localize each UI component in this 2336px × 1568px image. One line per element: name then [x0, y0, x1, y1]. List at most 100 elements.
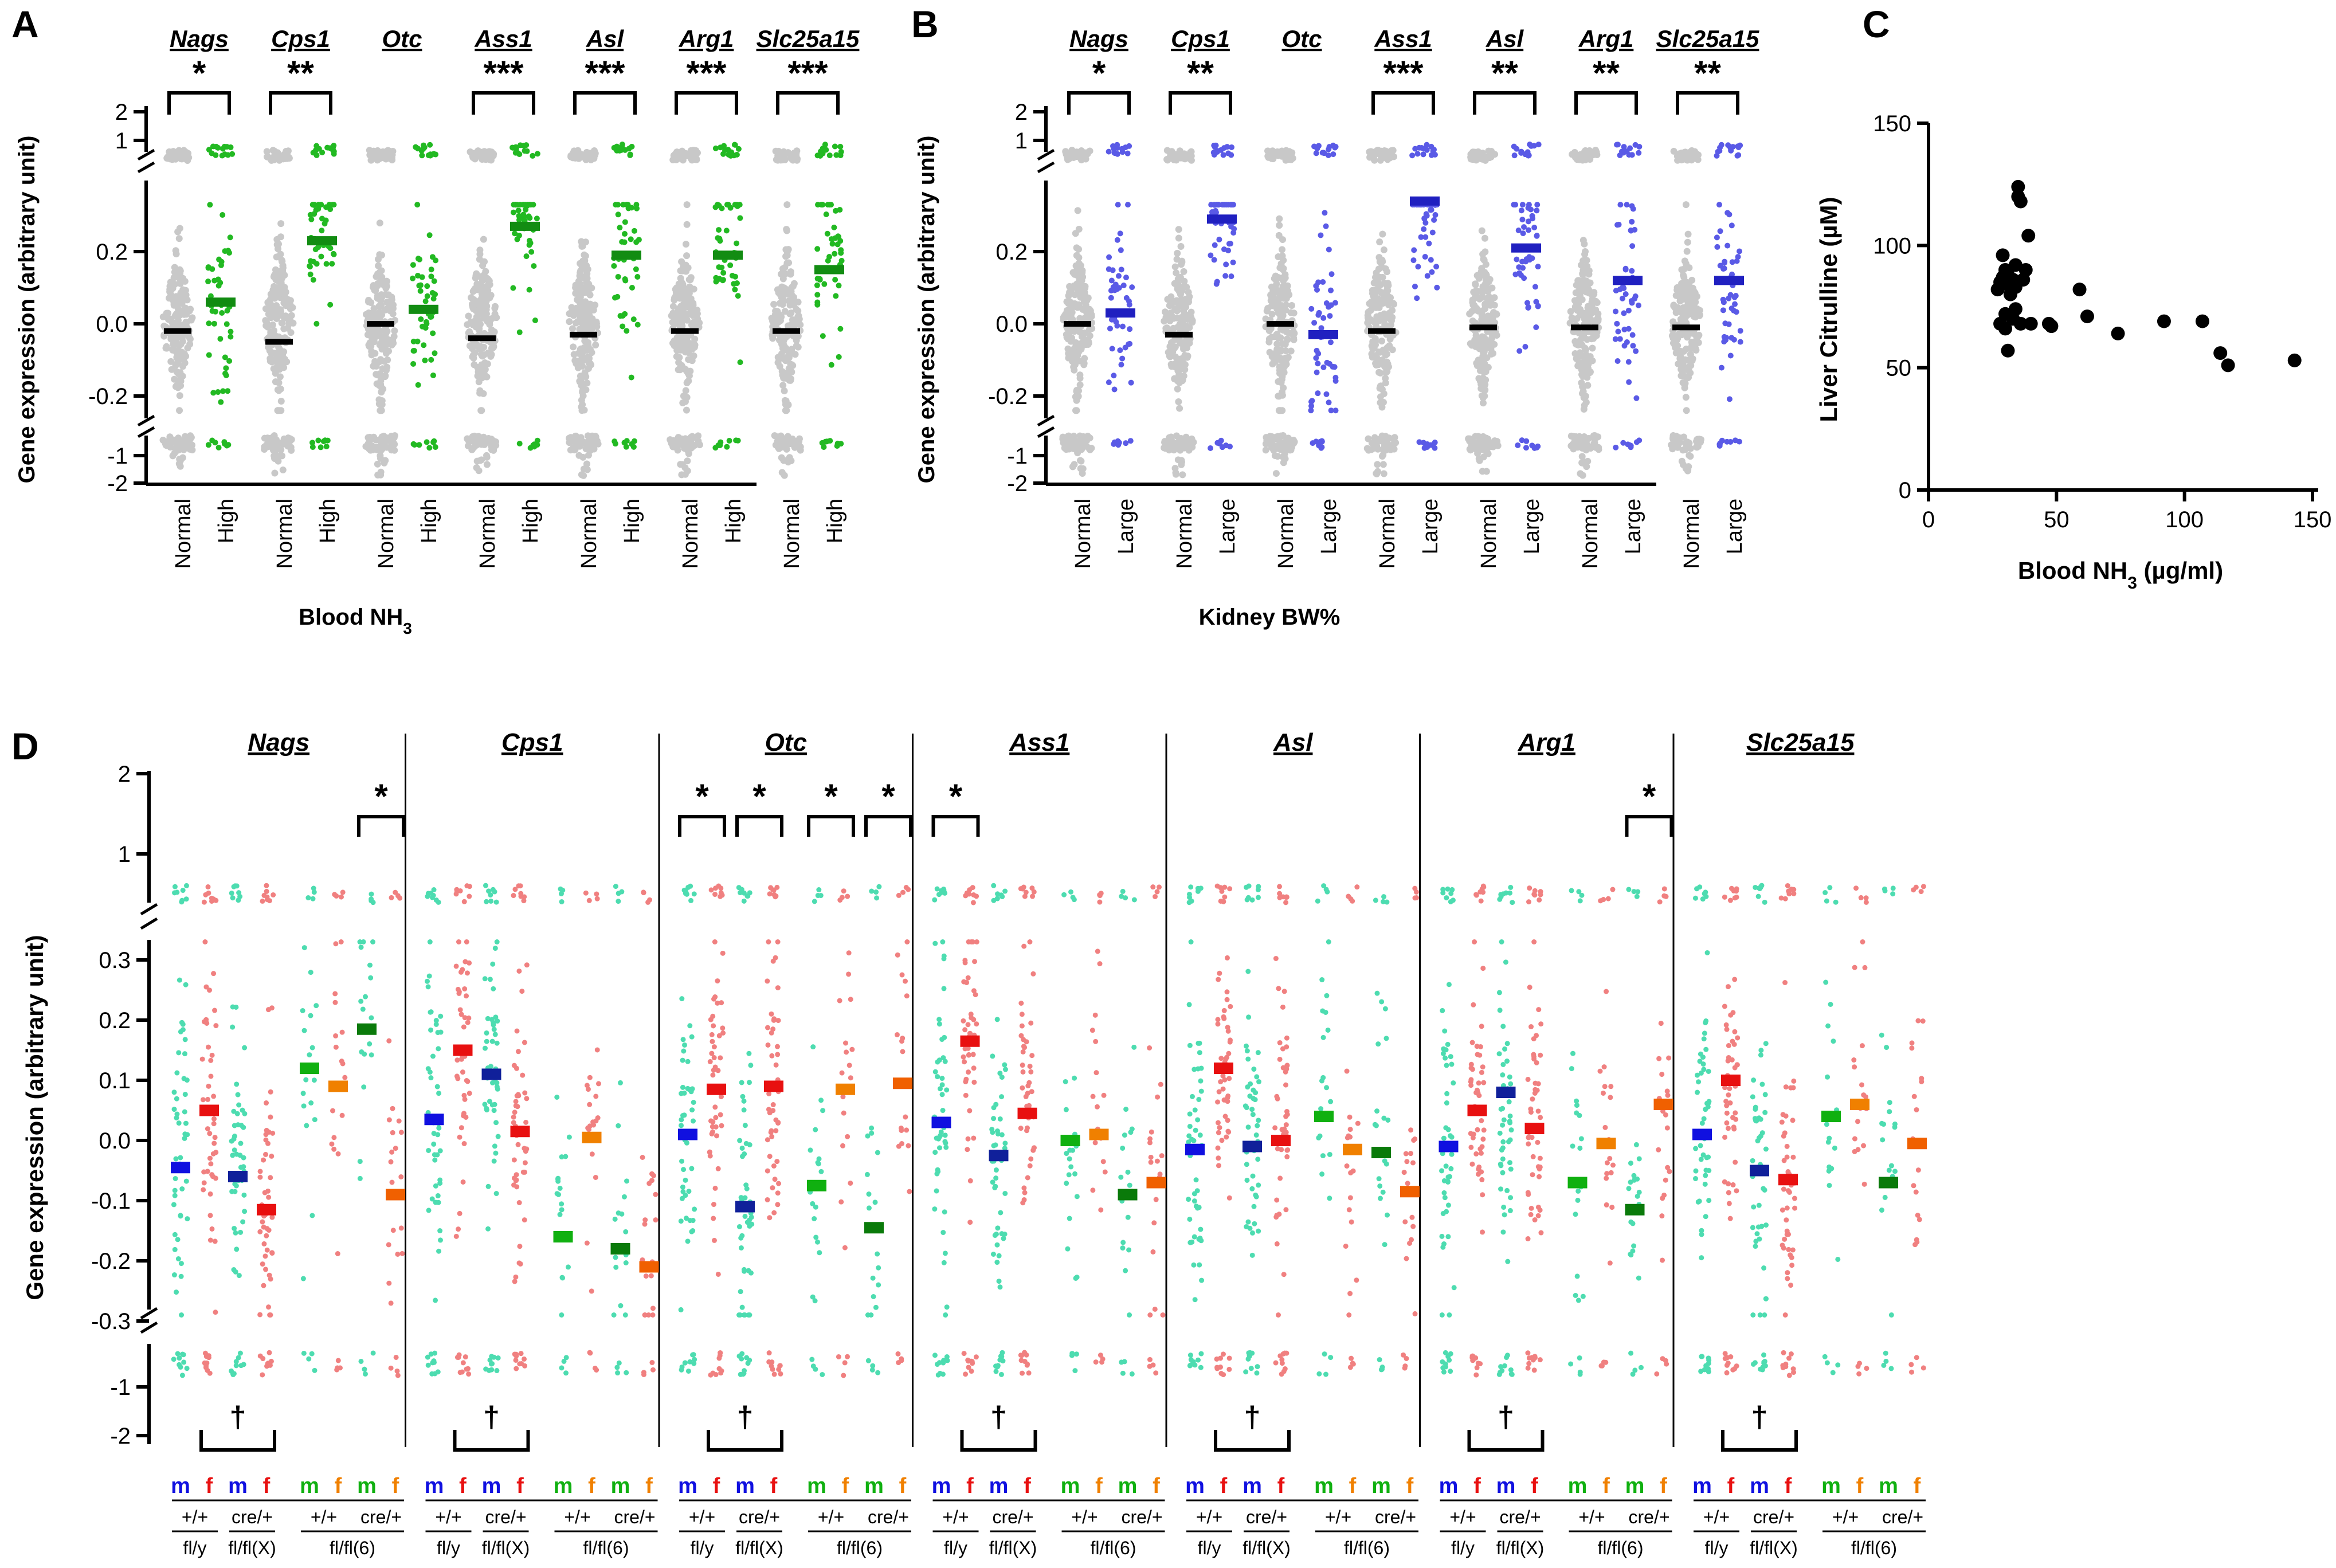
high-dot [837, 143, 844, 150]
normal-dot [1593, 433, 1601, 441]
normal-dot [371, 313, 378, 321]
normal-dot [1590, 441, 1597, 448]
normal-dot [1491, 294, 1498, 301]
high-dot [218, 262, 224, 268]
x-tick-label: Large [1114, 499, 1138, 554]
normal-dot [777, 271, 785, 278]
normal-dot [683, 406, 690, 414]
mean-bar-normal [265, 339, 293, 345]
normal-dot [1587, 358, 1594, 365]
gene-title-Ass1: Ass1 [474, 25, 532, 52]
high-dot [615, 273, 621, 280]
mean-bar-high [713, 250, 743, 260]
normal-dot [1061, 444, 1068, 452]
normal-dot [381, 334, 388, 341]
high-dot [1535, 264, 1541, 270]
normal-dot [274, 363, 281, 371]
high-dot [223, 365, 229, 371]
high-dot [430, 372, 436, 378]
normal-dot [1291, 438, 1298, 445]
high-dot [724, 202, 731, 208]
gene-title-Otc: Otc [1281, 25, 1322, 52]
normal-dot [275, 457, 282, 465]
high-dot [527, 202, 533, 208]
normal-dot [677, 320, 684, 328]
normal-dot [274, 407, 281, 414]
normal-dot [1483, 434, 1490, 442]
group-dot [180, 888, 186, 893]
normal-dot [1480, 369, 1488, 376]
normal-dot [1681, 152, 1688, 160]
significance-bracket [776, 91, 840, 115]
y-tick-label: 2 [1015, 100, 1028, 125]
normal-dot [575, 279, 583, 287]
x-tick-label: Normal [1375, 499, 1400, 569]
normal-dot [469, 446, 476, 453]
high-dot [219, 310, 225, 316]
high-dot [220, 212, 226, 218]
axis-break-mark [140, 903, 158, 916]
normal-dot [770, 301, 778, 308]
high-dot [215, 276, 221, 283]
high-dot [1533, 299, 1539, 305]
high-dot [1428, 207, 1434, 213]
high-dot [415, 272, 421, 279]
group-dot [178, 1029, 183, 1034]
high-dot [431, 438, 437, 444]
high-dot [1332, 407, 1339, 414]
high-dot [1521, 275, 1527, 281]
high-dot [1624, 202, 1630, 208]
normal-dot [783, 226, 790, 233]
mean-bar-large [1106, 308, 1135, 318]
high-dot [429, 254, 436, 260]
group-dot [210, 1151, 216, 1157]
normal-dot [778, 293, 785, 301]
high-dot [1629, 243, 1636, 249]
normal-dot [282, 312, 289, 320]
normal-dot [1380, 470, 1388, 477]
normal-dot [566, 310, 573, 317]
normal-dot [1383, 368, 1391, 375]
normal-dot [173, 354, 181, 361]
normal-dot [1072, 230, 1079, 237]
high-dots [1511, 142, 1542, 451]
high-dot [1111, 373, 1117, 379]
group-dot [233, 1183, 239, 1189]
normal-dot [480, 236, 487, 243]
normal-dot [1371, 293, 1379, 301]
normal-dot [783, 201, 791, 209]
normal-dot [1086, 332, 1093, 339]
normal-dot [264, 438, 272, 445]
x-tick-label: High [417, 499, 441, 543]
high-dot [1626, 442, 1633, 448]
high-dot [416, 442, 422, 448]
high-dot [307, 263, 313, 269]
high-dot [226, 358, 233, 364]
normal-dot [1686, 440, 1693, 447]
gene-title-Asl: Asl [1486, 25, 1524, 52]
normal-dot [1379, 230, 1386, 238]
high-dot [612, 441, 618, 447]
x-tick-label: Normal [1274, 499, 1298, 569]
high-dot [1620, 440, 1626, 446]
y-tick-label: 0.3 [99, 948, 131, 973]
high-dot [309, 440, 316, 446]
high-dot [617, 225, 623, 231]
high-dot [534, 441, 540, 448]
high-dot [1431, 217, 1437, 223]
y-tick-label: 1 [115, 128, 128, 154]
high-dot [624, 328, 630, 334]
normal-dot [377, 407, 384, 414]
high-dot [622, 311, 628, 317]
high-dot [1729, 259, 1735, 265]
group-dot [236, 1102, 242, 1108]
normal-dot [1483, 281, 1490, 289]
normal-dots [1262, 147, 1298, 477]
x-tick-label: Large [1520, 499, 1544, 554]
high-dot [1617, 336, 1623, 342]
high-dot [717, 442, 723, 448]
high-dot [1213, 142, 1219, 148]
normal-dot [1167, 297, 1175, 305]
group-dot [234, 1246, 240, 1252]
group-dot [175, 1256, 181, 1261]
